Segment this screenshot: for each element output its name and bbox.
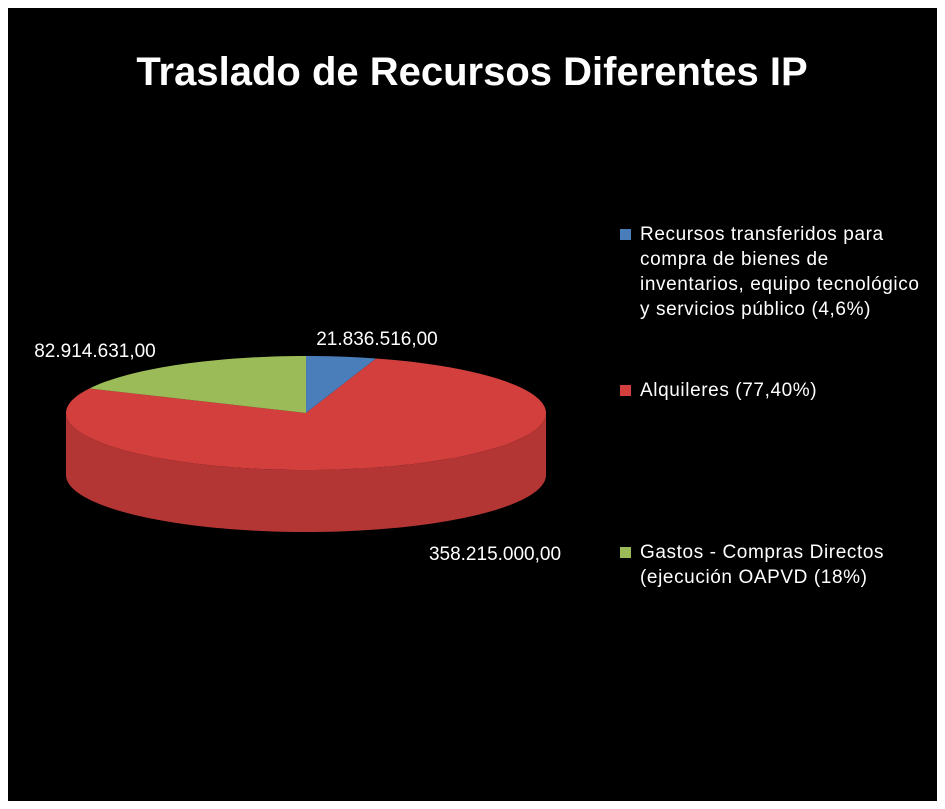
- legend-label: Gastos - Compras Directos (ejecución OAP…: [640, 542, 885, 588]
- pie-slice-side: [66, 413, 546, 532]
- data-label: 82.914.631,00: [34, 341, 156, 362]
- legend-label: Alquileres (77,40%): [640, 380, 818, 401]
- legend-swatch: [620, 547, 631, 558]
- legend-item: Recursos transferidos para compra de bie…: [620, 222, 930, 322]
- legend-swatch: [620, 229, 631, 240]
- legend-item: Gastos - Compras Directos (ejecución OAP…: [620, 540, 930, 590]
- pie-slice: [306, 356, 377, 413]
- chart-title: Traslado de Recursos Diferentes IP: [136, 50, 807, 94]
- pie-slice: [66, 358, 546, 470]
- legend-item: Alquileres (77,40%): [620, 378, 930, 403]
- legend-swatch: [620, 385, 631, 396]
- pie-slice: [89, 356, 307, 413]
- data-label: 21.836.516,00: [316, 329, 438, 350]
- data-label: 358.215.000,00: [429, 544, 561, 565]
- legend-label: Recursos transferidos para compra de bie…: [640, 224, 920, 320]
